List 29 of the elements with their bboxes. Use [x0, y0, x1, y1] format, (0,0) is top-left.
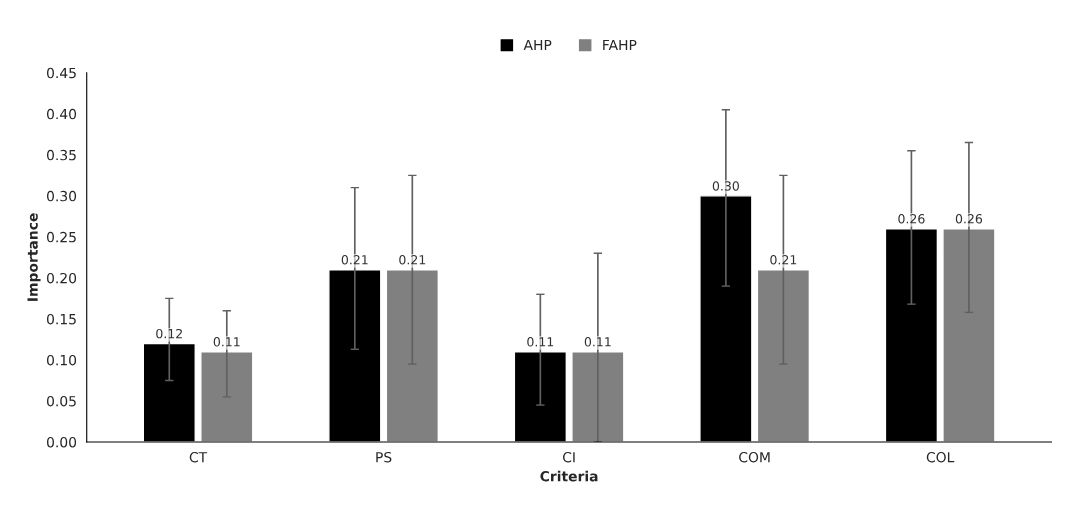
y-tick-label: 0.35	[46, 149, 76, 161]
x-tick-label: COL	[926, 451, 955, 463]
x-tick-label: PS	[376, 451, 392, 463]
y-tick-label: 0.00	[46, 436, 77, 448]
y-tick-label: 0.05	[46, 395, 76, 407]
data-label: 0.21	[399, 255, 426, 265]
data-label: 0.11	[584, 337, 611, 347]
y-tick-label: 0.45	[46, 67, 76, 79]
y-tick-label: 0.10	[46, 354, 77, 366]
y-tick-label: 0.15	[46, 313, 76, 325]
data-label: 0.26	[955, 214, 983, 224]
data-label: 0.11	[527, 337, 554, 347]
y-tick-label: 0.20	[46, 272, 77, 284]
x-tick-label: CI	[562, 451, 575, 463]
x-axis-title: Criteria	[540, 470, 598, 482]
x-tick-label: CT	[189, 451, 208, 463]
data-label: 0.12	[156, 328, 182, 339]
data-label: 0.21	[341, 255, 368, 265]
y-tick-label: 0.25	[46, 231, 76, 243]
x-tick-label: COM	[739, 451, 770, 463]
y-tick-label: 0.30	[46, 190, 77, 202]
data-label: 0.11	[213, 337, 240, 347]
data-label: 0.26	[898, 214, 925, 224]
legend-label: FAHP	[603, 39, 637, 51]
data-label: 0.21	[770, 255, 797, 265]
y-tick-label: 0.40	[46, 108, 77, 120]
legend-label: AHP	[523, 39, 552, 51]
y-axis-title: Importance	[27, 213, 41, 301]
data-label: 0.30	[712, 181, 739, 191]
